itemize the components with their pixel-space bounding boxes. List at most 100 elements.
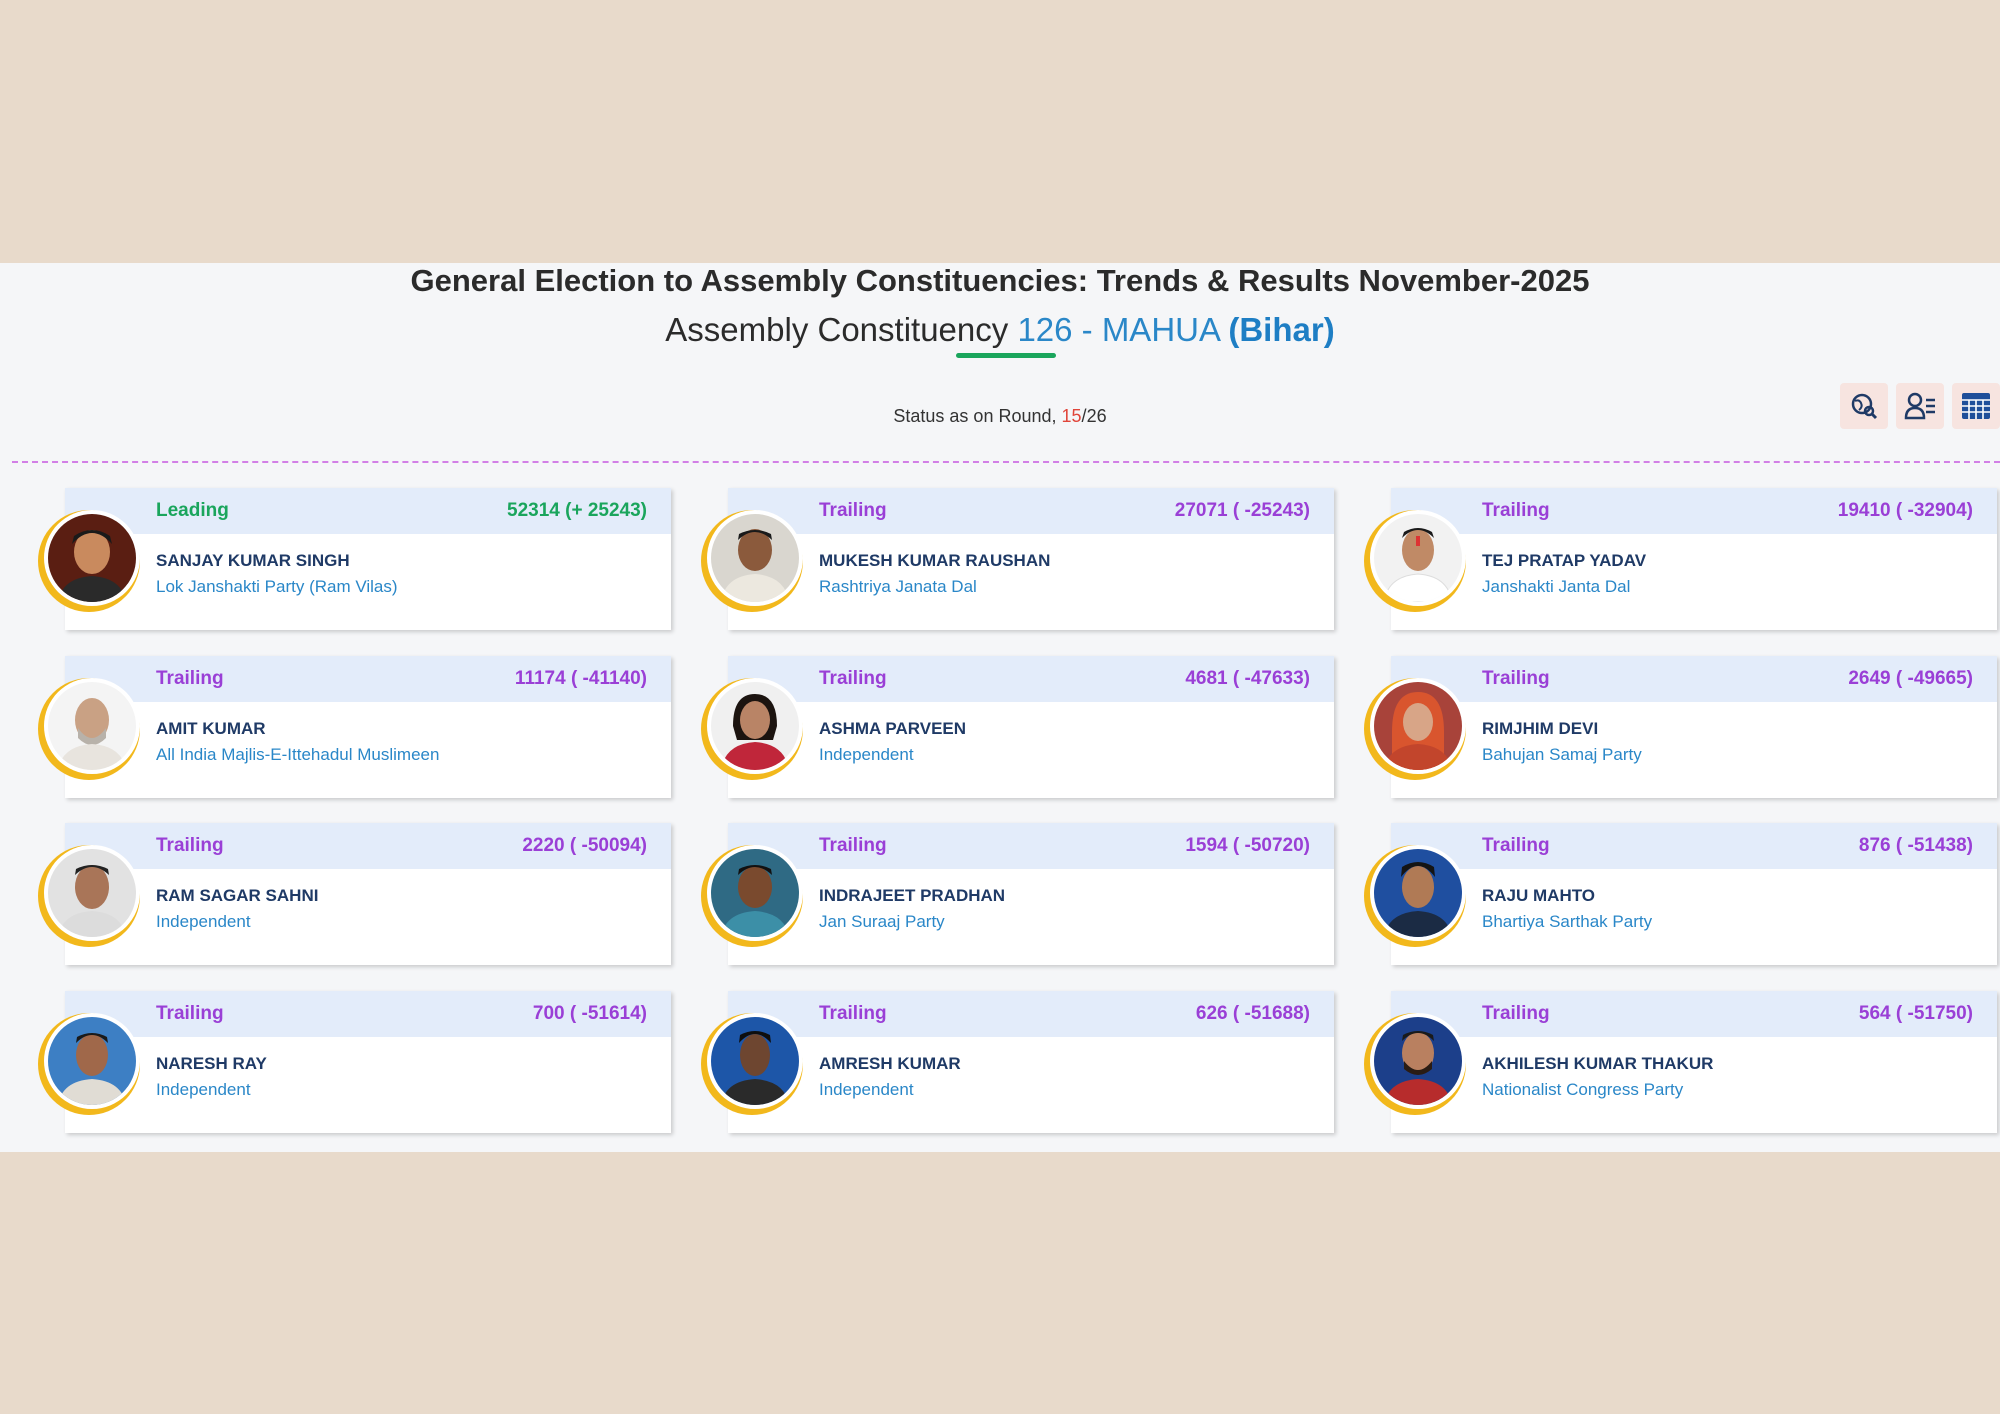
avatar-ring [1364,845,1466,947]
round-status: Status as on Round, 15/26 [0,403,2000,429]
card-header [728,823,1334,869]
candidate-name: AMIT KUMAR [156,719,266,738]
candidate-card[interactable]: Trailing 19410 ( -32904) TEJ PRATAP YADA… [1346,488,2000,634]
party-name: Independent [156,912,251,931]
vote-count: 2649 ( -49665) [1848,668,1973,689]
globe-search-button[interactable] [1840,383,1888,429]
status-badge: Leading [156,500,229,521]
avatar-ring [701,678,803,780]
party-name: Independent [819,1080,914,1099]
avatar [44,1013,140,1109]
candidate-name: RAJU MAHTO [1482,886,1596,905]
card-header [65,991,671,1037]
candidate-card[interactable]: Trailing 626 ( -51688) AMRESH KUMAR Inde… [683,991,1343,1137]
avatar-ring [1364,678,1466,780]
constituency-prefix: Assembly Constituency [665,311,1009,348]
candidate-name: TEJ PRATAP YADAV [1482,551,1647,570]
vote-count: 11174 ( -41140) [514,668,647,689]
party-name: Lok Janshakti Party (Ram Vilas) [156,577,398,596]
candidate-name: INDRAJEET PRADHAN [819,886,1006,905]
avatar [707,845,803,941]
card-body: Trailing 2649 ( -49665) RIMJHIM DEVI Bah… [1391,656,1997,798]
table-view-button[interactable] [1952,383,2000,429]
avatar [44,845,140,941]
candidate-card[interactable]: Trailing 1594 ( -50720) INDRAJEET PRADHA… [683,823,1343,969]
candidate-card[interactable]: Trailing 4681 ( -47633) ASHMA PARVEEN In… [683,656,1343,802]
avatar [707,510,803,606]
user-filter-button[interactable] [1896,383,1944,429]
avatar [1370,678,1466,774]
candidate-card[interactable]: Trailing 27071 ( -25243) MUKESH KUMAR RA… [683,488,1343,634]
avatar [707,678,803,774]
party-name: Independent [819,745,914,764]
candidate-card[interactable]: Trailing 11174 ( -41140) AMIT KUMAR All … [20,656,680,802]
vote-count: 2220 ( -50094) [522,835,647,856]
card-body: Trailing 564 ( -51750) AKHILESH KUMAR TH… [1391,991,1997,1133]
card-header [728,656,1334,702]
avatar [707,1013,803,1109]
status-badge: Trailing [1482,668,1550,689]
card-header [1391,656,1997,702]
current-round: 15 [1061,406,1082,426]
page-title: General Election to Assembly Constituenc… [410,263,1590,298]
candidate-name: AMRESH KUMAR [819,1054,961,1073]
avatar-ring [701,510,803,612]
party-name: Jan Suraaj Party [819,912,945,931]
party-name: Nationalist Congress Party [1482,1080,1684,1099]
card-body: Trailing 11174 ( -41140) AMIT KUMAR All … [65,656,671,798]
card-body: Trailing 2220 ( -50094) RAM SAGAR SAHNI … [65,823,671,965]
status-badge: Trailing [1482,1003,1550,1024]
candidate-card[interactable]: Trailing 2649 ( -49665) RIMJHIM DEVI Bah… [1346,656,2000,802]
card-header [65,656,671,702]
candidate-card[interactable]: Trailing 876 ( -51438) RAJU MAHTO Bharti… [1346,823,2000,969]
candidate-card[interactable]: Trailing 564 ( -51750) AKHILESH KUMAR TH… [1346,991,2000,1137]
candidate-card[interactable]: Trailing 2220 ( -50094) RAM SAGAR SAHNI … [20,823,680,969]
candidate-grid: Leading 52314 (+ 25243) SANJAY KUMAR SIN… [0,488,2000,1138]
candidate-name: RIMJHIM DEVI [1482,719,1599,738]
card-body: Trailing 19410 ( -32904) TEJ PRATAP YADA… [1391,488,1997,630]
candidate-card[interactable]: Leading 52314 (+ 25243) SANJAY KUMAR SIN… [20,488,680,634]
card-body: Trailing 876 ( -51438) RAJU MAHTO Bharti… [1391,823,1997,965]
card-header [65,823,671,869]
constituency-title: Assembly Constituency 126 - MAHUA (Bihar… [0,303,2000,357]
party-name: Bahujan Samaj Party [1482,745,1642,764]
avatar [1370,845,1466,941]
party-name: Bhartiya Sarthak Party [1482,912,1653,931]
candidate-card[interactable]: Trailing 700 ( -51614) NARESH RAY Indepe… [20,991,680,1137]
status-badge: Trailing [1482,835,1550,856]
candidate-name: ASHMA PARVEEN [819,719,967,738]
vote-count: 876 ( -51438) [1858,835,1973,856]
card-body: Trailing 27071 ( -25243) MUKESH KUMAR RA… [728,488,1334,630]
toolbar [1840,383,2000,429]
vote-count: 564 ( -51750) [1858,1003,1973,1024]
card-header [728,991,1334,1037]
avatar-ring [38,678,140,780]
avatar-ring [38,845,140,947]
card-header [1391,488,1997,534]
card-body: Trailing 1594 ( -50720) INDRAJEET PRADHA… [728,823,1334,965]
card-body: Trailing 4681 ( -47633) ASHMA PARVEEN In… [728,656,1334,798]
vote-count: 19410 ( -32904) [1837,500,1973,521]
status-badge: Trailing [156,668,224,689]
constituency-name: 126 - MAHUA [1017,311,1220,348]
user-filter-icon [1904,392,1935,420]
avatar-ring [38,510,140,612]
candidate-name: NARESH RAY [156,1054,267,1073]
avatar [44,510,140,606]
status-badge: Trailing [819,668,887,689]
globe-search-icon [1851,393,1878,420]
candidate-name: MUKESH KUMAR RAUSHAN [819,551,1051,570]
card-header [1391,823,1997,869]
status-badge: Trailing [1482,500,1550,521]
results-panel: General Election to Assembly Constituenc… [0,263,2000,1152]
avatar-ring [1364,1013,1466,1115]
vote-count: 1594 ( -50720) [1185,835,1310,856]
title-underline [956,353,1056,358]
avatar-ring [38,1013,140,1115]
status-badge: Trailing [156,835,224,856]
section-divider [12,461,2000,463]
vote-count: 700 ( -51614) [532,1003,647,1024]
table-grid-icon [1962,393,1990,419]
candidate-name: SANJAY KUMAR SINGH [156,551,350,570]
status-badge: Trailing [819,1003,887,1024]
